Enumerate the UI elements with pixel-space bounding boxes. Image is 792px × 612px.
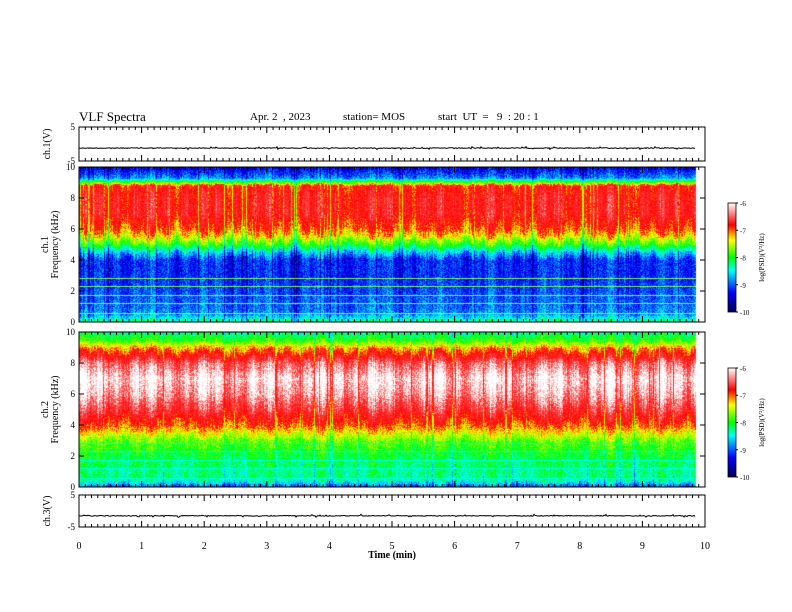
ch3-waveform-ylabel: ch.3(V) (42, 496, 53, 527)
colorbar-tick-label: -6 (740, 200, 746, 208)
ylabel-frequency: Frequency (kHz) (50, 210, 61, 278)
ytick-label: 0 (71, 482, 76, 492)
ytick-label: 4 (71, 255, 76, 265)
colorbar-label: log(PSD)(V²/Hz) (758, 233, 766, 282)
ylabel-channel: ch.2 (40, 401, 51, 418)
ylabel-channel: ch.1 (40, 236, 51, 253)
spectrogram-image-1 (79, 167, 705, 322)
ch1-waveform-trace (78, 145, 696, 151)
colorbar-tick-label: -8 (740, 420, 746, 428)
xtick-label: 8 (577, 541, 582, 552)
xtick-label: 6 (452, 541, 457, 552)
spectrogram-image-2 (79, 332, 705, 487)
xaxis-label: Time (min) (368, 550, 416, 561)
date-label: Apr. 2 , 2023 (250, 111, 311, 123)
spectrogram-canvas-2 (79, 332, 705, 487)
ch3-waveform-trace (78, 513, 696, 518)
colorbar-label: log(PSD)(V²/Hz) (758, 398, 766, 447)
colorbar-tick-label: -6 (740, 365, 746, 373)
xtick-label: 1 (139, 541, 144, 552)
ytick-label: 10 (66, 162, 76, 172)
xtick-label: 3 (264, 541, 269, 552)
colorbar-tick-label: -10 (740, 474, 750, 482)
xtick-label: 10 (700, 541, 710, 552)
colorbar-tick-label: -9 (740, 447, 746, 455)
ytick-label: 0 (71, 317, 76, 327)
xtick-label: 7 (515, 541, 520, 552)
ylabel-frequency: Frequency (kHz) (50, 375, 61, 443)
ytick-label: 2 (71, 451, 76, 461)
ytick-label: 8 (71, 358, 76, 368)
colorbar-tick-label: -7 (740, 227, 746, 235)
colorbar-1 (727, 202, 737, 313)
colorbar-tick-label: -7 (740, 392, 746, 400)
colorbar-tick-label: -9 (740, 282, 746, 290)
colorbar-tick-label: -8 (740, 255, 746, 263)
colorbar-tick-label: -10 (740, 309, 750, 317)
ytick-label: 4 (71, 420, 76, 430)
ytick-label: 6 (71, 224, 76, 234)
xtick-label: 0 (77, 541, 82, 552)
ytick-label: -5 (68, 522, 76, 532)
plot-title: VLF Spectra (79, 109, 146, 124)
ytick-label: 2 (71, 286, 76, 296)
station-label: station= MOS (343, 111, 406, 123)
start-time-label: start UT = 9 : 20 : 1 (438, 111, 539, 123)
ytick-label: -5 (68, 156, 76, 166)
ytick-label: 5 (71, 122, 76, 132)
ytick-label: 6 (71, 389, 76, 399)
xtick-label: 4 (327, 541, 332, 552)
xtick-label: 5 (390, 541, 395, 552)
xtick-label: 2 (202, 541, 207, 552)
spectrogram-canvas-1 (79, 167, 705, 322)
ytick-label: 5 (71, 490, 76, 500)
colorbar-2 (727, 367, 737, 478)
ytick-label: 10 (66, 327, 76, 337)
ytick-label: 8 (71, 193, 76, 203)
xtick-label: 9 (640, 541, 645, 552)
ch1-waveform-ylabel: ch.1(V) (42, 129, 53, 160)
